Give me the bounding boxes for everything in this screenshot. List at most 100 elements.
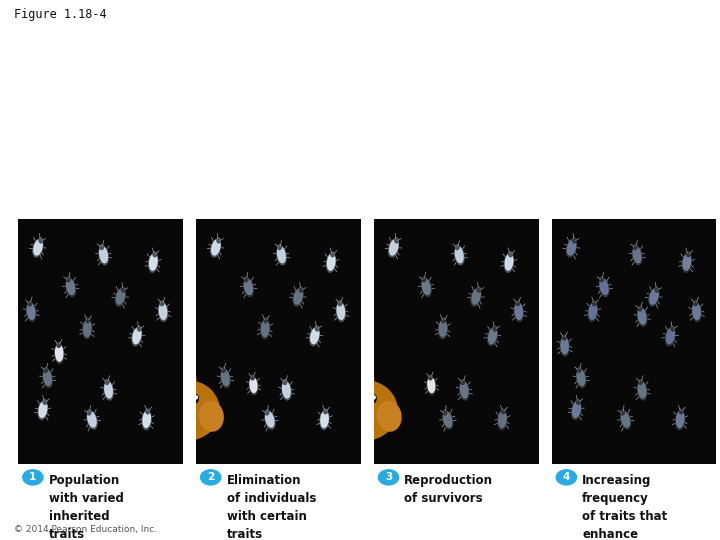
Ellipse shape [328, 254, 335, 270]
Ellipse shape [667, 328, 675, 343]
Ellipse shape [251, 375, 254, 380]
Ellipse shape [472, 289, 480, 304]
Ellipse shape [104, 381, 113, 400]
Ellipse shape [441, 318, 445, 323]
Ellipse shape [515, 303, 522, 319]
Ellipse shape [277, 246, 286, 265]
Ellipse shape [577, 369, 586, 388]
Ellipse shape [638, 308, 646, 324]
Ellipse shape [57, 342, 60, 347]
Ellipse shape [572, 238, 576, 243]
Ellipse shape [621, 411, 631, 429]
Ellipse shape [44, 370, 51, 386]
Ellipse shape [27, 303, 36, 321]
Ellipse shape [676, 411, 685, 429]
Ellipse shape [261, 320, 269, 336]
Ellipse shape [138, 326, 141, 331]
Text: Reproduction
of survivors: Reproduction of survivors [405, 474, 493, 504]
Text: 3: 3 [385, 472, 392, 482]
Ellipse shape [390, 240, 398, 255]
Ellipse shape [282, 381, 291, 400]
Ellipse shape [389, 239, 398, 257]
Ellipse shape [315, 326, 319, 331]
Ellipse shape [117, 289, 125, 304]
Ellipse shape [516, 301, 520, 306]
Ellipse shape [159, 303, 166, 319]
Ellipse shape [311, 328, 319, 343]
Ellipse shape [244, 279, 253, 296]
Ellipse shape [27, 303, 35, 319]
Ellipse shape [66, 277, 70, 282]
Ellipse shape [377, 401, 401, 431]
Ellipse shape [639, 380, 642, 384]
Text: Increasing
frequency
of traits that
enhance
survival: Increasing frequency of traits that enha… [582, 474, 667, 540]
Ellipse shape [677, 411, 684, 428]
Ellipse shape [455, 247, 463, 262]
Ellipse shape [337, 303, 344, 319]
Ellipse shape [456, 245, 459, 249]
Ellipse shape [455, 246, 464, 265]
Text: © 2014 Pearson Education, Inc.: © 2014 Pearson Education, Inc. [14, 524, 158, 534]
Ellipse shape [44, 368, 48, 373]
Ellipse shape [88, 412, 96, 427]
Ellipse shape [694, 301, 698, 306]
Ellipse shape [422, 277, 426, 282]
Ellipse shape [221, 369, 230, 388]
Ellipse shape [427, 377, 436, 395]
Ellipse shape [683, 254, 690, 270]
Ellipse shape [443, 411, 453, 429]
Ellipse shape [39, 402, 47, 417]
Ellipse shape [562, 335, 566, 340]
Ellipse shape [693, 303, 700, 319]
Ellipse shape [278, 245, 282, 249]
Ellipse shape [650, 289, 658, 304]
Ellipse shape [336, 303, 346, 321]
Ellipse shape [293, 288, 303, 306]
Ellipse shape [87, 410, 91, 415]
Ellipse shape [471, 288, 481, 306]
Ellipse shape [211, 239, 220, 257]
Ellipse shape [264, 318, 267, 323]
Ellipse shape [84, 320, 91, 336]
Ellipse shape [561, 338, 568, 354]
Ellipse shape [122, 287, 125, 292]
Ellipse shape [133, 328, 141, 343]
Ellipse shape [489, 328, 497, 343]
Ellipse shape [600, 277, 603, 282]
Text: Elimination
of individuals
with certain
traits: Elimination of individuals with certain … [227, 474, 316, 540]
Ellipse shape [560, 337, 569, 356]
Ellipse shape [493, 326, 497, 331]
Ellipse shape [572, 402, 580, 417]
Ellipse shape [34, 240, 42, 255]
Ellipse shape [577, 400, 580, 404]
Ellipse shape [55, 345, 63, 363]
Ellipse shape [633, 247, 641, 262]
Ellipse shape [593, 301, 596, 306]
Ellipse shape [150, 254, 157, 270]
Ellipse shape [639, 382, 646, 398]
Ellipse shape [212, 240, 220, 255]
Ellipse shape [265, 410, 269, 415]
Ellipse shape [156, 381, 220, 440]
Ellipse shape [461, 382, 468, 398]
Ellipse shape [28, 301, 32, 306]
Ellipse shape [692, 303, 701, 321]
Ellipse shape [502, 409, 505, 414]
Ellipse shape [577, 368, 581, 373]
Ellipse shape [577, 370, 585, 386]
Ellipse shape [99, 247, 107, 262]
Ellipse shape [115, 288, 125, 306]
Ellipse shape [199, 401, 223, 431]
Ellipse shape [43, 369, 53, 388]
Ellipse shape [438, 320, 447, 339]
Ellipse shape [189, 374, 194, 386]
Ellipse shape [83, 320, 91, 339]
Ellipse shape [153, 252, 156, 256]
Ellipse shape [310, 328, 319, 346]
Ellipse shape [66, 279, 76, 296]
Ellipse shape [567, 240, 576, 255]
Text: Population
with varied
inherited
traits: Population with varied inherited traits [49, 474, 124, 540]
Ellipse shape [283, 382, 290, 398]
Ellipse shape [249, 377, 258, 395]
Ellipse shape [334, 381, 397, 440]
